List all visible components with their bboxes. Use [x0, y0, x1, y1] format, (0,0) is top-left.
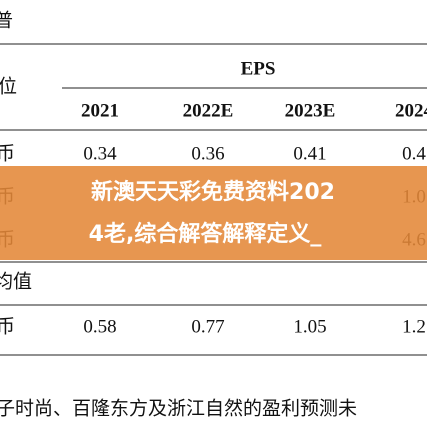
- cell: 1.2: [402, 316, 426, 337]
- cell: 1.05: [293, 316, 326, 337]
- top-label: 普: [0, 9, 13, 31]
- group-header: EPS: [241, 58, 276, 79]
- footnote: 子时尚、百隆东方及浙江自然的盈利预测未: [0, 397, 357, 419]
- column-header: 2021: [81, 100, 119, 121]
- cell: 0.77: [191, 316, 224, 337]
- cell: 0.41: [293, 143, 326, 164]
- column-header: 2022E: [183, 100, 234, 121]
- banner-line: 新澳天天彩免费资料202: [91, 179, 335, 205]
- cell: 0.58: [83, 316, 116, 337]
- column-header: 2023E: [285, 100, 336, 121]
- cell: 0.36: [191, 143, 224, 164]
- banner-bg: [0, 166, 427, 260]
- row-label: 币: [0, 142, 15, 164]
- row-label: 均值: [0, 270, 32, 292]
- cell: 0.34: [83, 143, 117, 164]
- banner: 新澳天天彩免费资料202 4老,综合解答解释定义_: [0, 166, 427, 260]
- row-label: 币: [0, 315, 15, 337]
- banner-line: 4老,综合解答解释定义_: [89, 221, 322, 247]
- unit-label: 位: [0, 75, 17, 97]
- cell: 0.4: [402, 143, 426, 164]
